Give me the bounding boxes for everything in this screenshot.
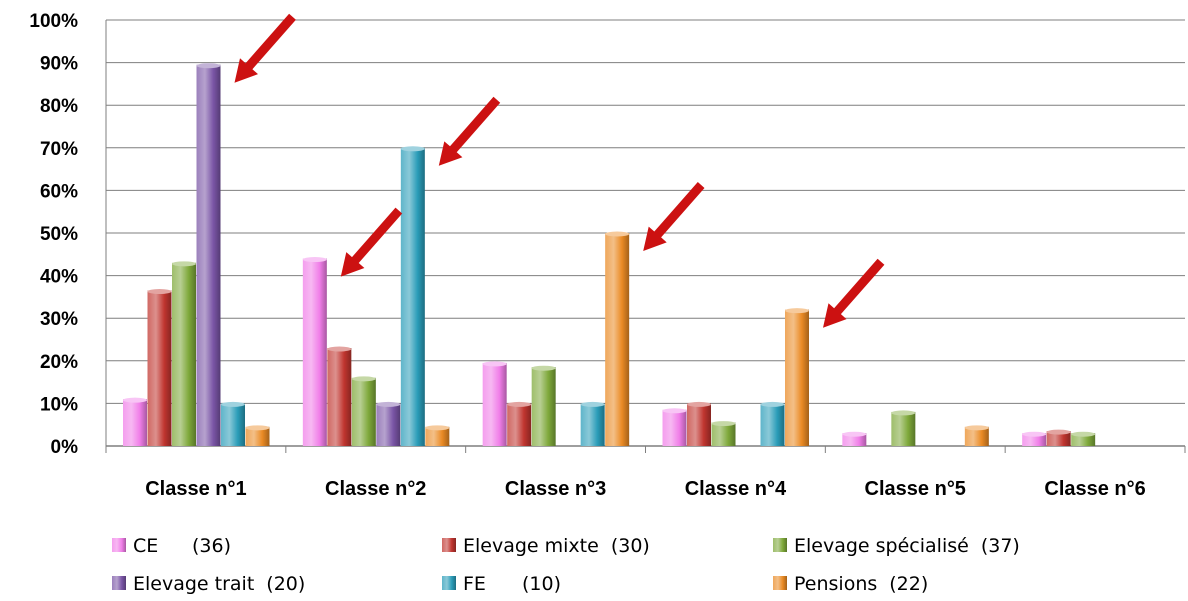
legend-swatch bbox=[442, 538, 456, 552]
legend-item: CE (36) bbox=[112, 535, 231, 557]
bar bbox=[1046, 429, 1071, 446]
legend-item: FE (10) bbox=[442, 573, 561, 595]
legend-count: (22) bbox=[889, 573, 928, 595]
bar bbox=[605, 231, 630, 446]
bar bbox=[196, 63, 221, 446]
legend-count: (10) bbox=[522, 573, 561, 595]
annotation-arrows bbox=[234, 13, 885, 328]
legend-item: Elevage spécialisé (37) bbox=[773, 535, 1020, 557]
bar bbox=[531, 365, 556, 446]
y-tick-label: 0% bbox=[51, 437, 79, 458]
bar bbox=[891, 410, 916, 446]
x-tick-label: Classe n°5 bbox=[865, 478, 966, 500]
bar bbox=[245, 425, 270, 446]
legend-swatch bbox=[773, 538, 787, 552]
arrow-icon bbox=[234, 13, 296, 83]
y-tick-label: 90% bbox=[40, 54, 78, 75]
y-tick-label: 100% bbox=[29, 11, 78, 32]
legend: CE (36) Elevage mixte (30) Elevage spécialis… bbox=[112, 535, 1020, 595]
bar bbox=[1071, 431, 1096, 446]
bar bbox=[351, 376, 376, 446]
legend-count: (20) bbox=[266, 573, 305, 595]
bar bbox=[785, 308, 809, 446]
legend-swatch bbox=[442, 576, 456, 590]
x-tick-label: Classe n°1 bbox=[145, 478, 246, 500]
legend-item: Elevage trait (20) bbox=[112, 573, 305, 595]
bar bbox=[425, 425, 450, 446]
arrow-icon bbox=[643, 182, 705, 251]
arrow-icon bbox=[438, 96, 501, 166]
legend-swatch bbox=[112, 576, 126, 590]
y-tick-label: 10% bbox=[40, 394, 78, 415]
legend-label: CE bbox=[133, 535, 158, 557]
x-tick-label: Classe n°3 bbox=[505, 478, 606, 500]
legend-count: (36) bbox=[192, 535, 231, 557]
y-tick-label: 60% bbox=[40, 181, 78, 202]
legend-item: Elevage mixte (30) bbox=[442, 535, 650, 557]
bar bbox=[760, 401, 785, 446]
legend-label: Elevage mixte bbox=[463, 535, 599, 557]
legend-count: (37) bbox=[981, 535, 1020, 557]
bar bbox=[400, 146, 425, 447]
bar bbox=[327, 346, 352, 446]
bar bbox=[376, 401, 401, 446]
bar bbox=[964, 425, 989, 446]
arrow-icon bbox=[340, 207, 403, 277]
bar bbox=[507, 401, 532, 446]
bar bbox=[1022, 431, 1047, 446]
bar bbox=[580, 401, 605, 446]
y-tick-label: 30% bbox=[40, 309, 78, 330]
arrow-icon bbox=[823, 258, 885, 328]
y-tick-label: 70% bbox=[40, 139, 78, 160]
legend-item: Pensions (22) bbox=[773, 573, 928, 595]
bar bbox=[842, 431, 867, 446]
legend-label: Pensions bbox=[794, 573, 877, 595]
y-tick-label: 40% bbox=[40, 267, 78, 288]
legend-swatch bbox=[773, 576, 787, 590]
bar bbox=[172, 261, 196, 446]
x-tick-label: Classe n°4 bbox=[685, 478, 787, 500]
y-tick-label: 80% bbox=[40, 96, 78, 117]
y-tick-label: 50% bbox=[40, 224, 78, 245]
legend-label: Elevage spécialisé bbox=[794, 535, 969, 557]
bar bbox=[482, 361, 507, 446]
gridlines bbox=[106, 19, 1185, 447]
legend-swatch bbox=[112, 538, 126, 552]
bars bbox=[123, 63, 1096, 447]
bar bbox=[711, 421, 736, 446]
bar bbox=[147, 289, 172, 446]
bar bbox=[687, 401, 711, 446]
y-tick-label: 20% bbox=[40, 352, 78, 373]
bar bbox=[662, 408, 687, 446]
legend-label: FE bbox=[463, 573, 486, 595]
x-tick-label: Classe n°6 bbox=[1044, 478, 1145, 500]
axes: 0% 10% 20% 30% 40% 50% 60% 70% 80% 90% 100% Classe … bbox=[29, 11, 1186, 500]
bar bbox=[221, 401, 245, 446]
x-tick-label: Classe n°2 bbox=[325, 478, 426, 500]
bar bbox=[123, 397, 147, 446]
legend-label: Elevage trait bbox=[133, 573, 254, 595]
legend-count: (30) bbox=[611, 535, 650, 557]
bar bbox=[302, 257, 327, 446]
